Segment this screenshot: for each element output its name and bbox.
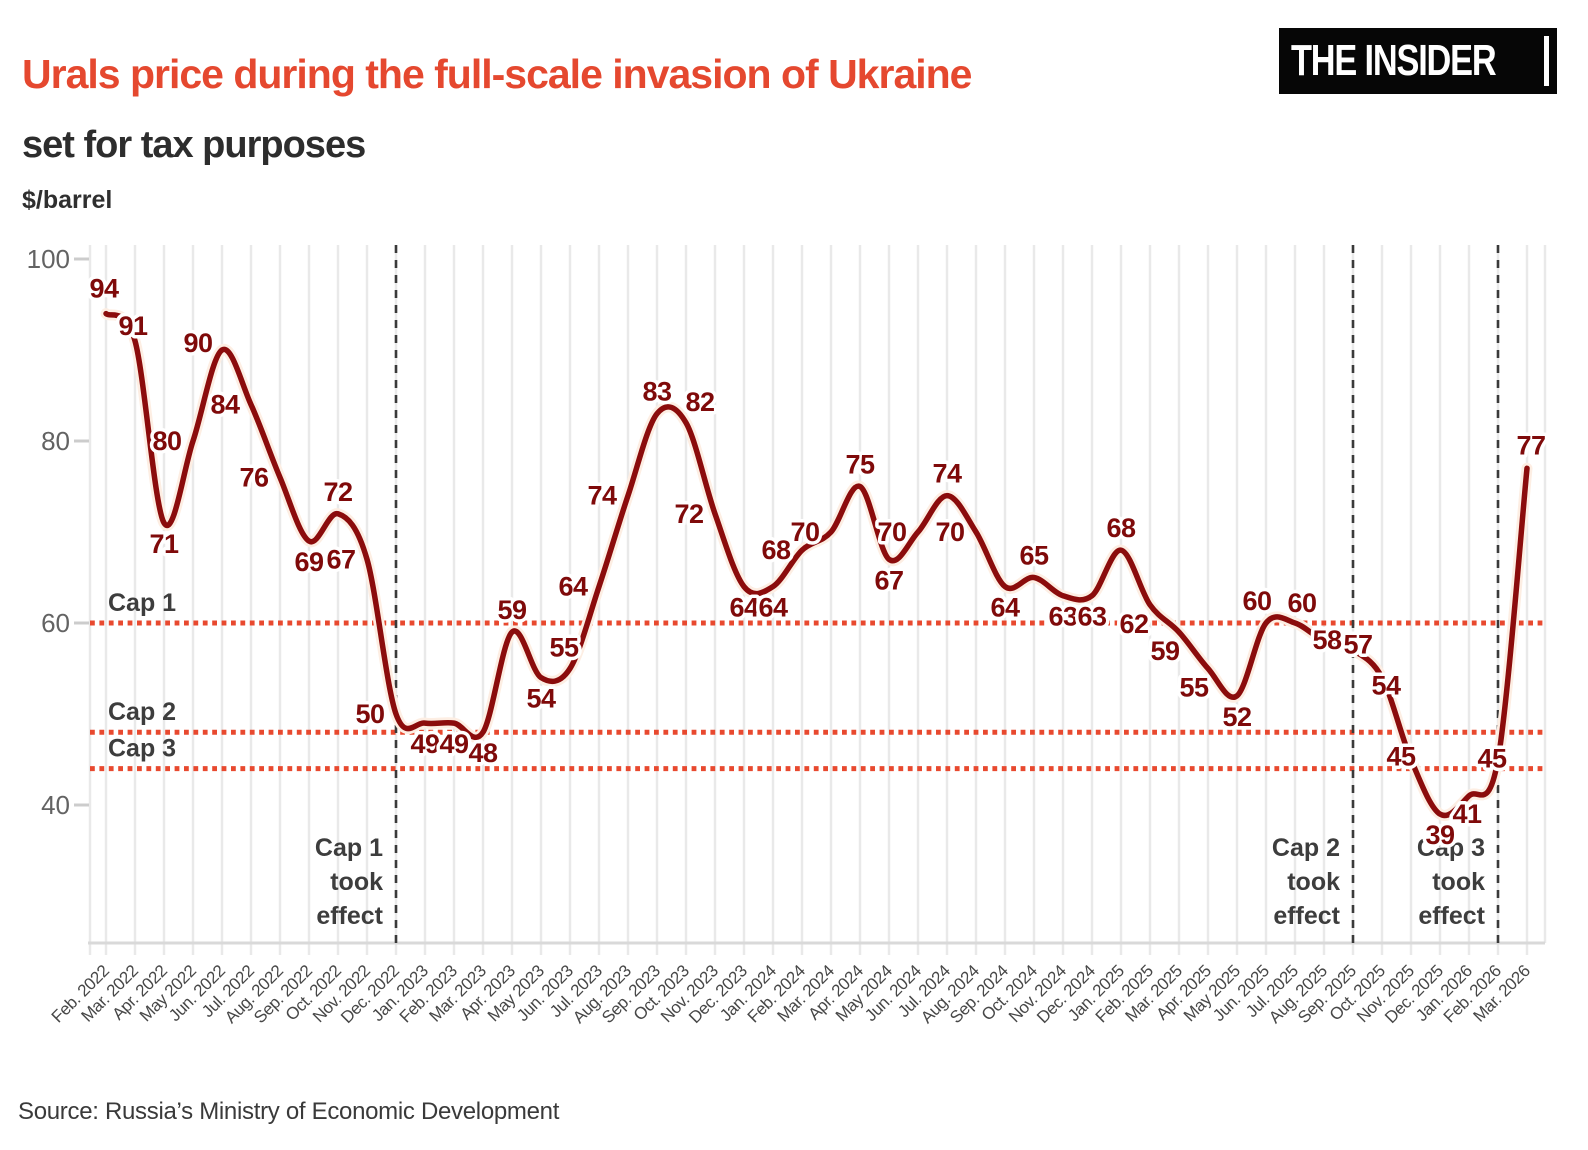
value-label: 62 [1119, 609, 1148, 639]
value-label: 58 [1312, 625, 1342, 655]
value-label: 64 [758, 593, 788, 623]
value-label: 74 [932, 459, 962, 489]
value-label: 90 [183, 328, 212, 358]
value-label: 82 [685, 387, 714, 417]
cap-line-label: Cap 2 [108, 698, 176, 726]
cap-event-annotation: effect [316, 902, 383, 930]
value-label: 49 [439, 729, 469, 759]
cap-event-markers-group: Cap 1 took effect Cap 2 took effect Cap 3 took e… [315, 245, 1500, 947]
price-line [103, 310, 1530, 819]
value-label: 50 [355, 699, 384, 729]
value-label: 91 [118, 311, 148, 341]
value-label: 77 [1516, 430, 1545, 460]
cap-event-annotation: effect [1418, 902, 1485, 930]
value-label: 59 [497, 595, 527, 625]
value-label: 68 [1106, 513, 1136, 543]
price-line-group [100, 308, 1533, 821]
value-label: 84 [210, 390, 240, 420]
value-label: 55 [1179, 673, 1209, 703]
y-tick-label: 100 [27, 244, 70, 274]
cap-event-annotation: took [1287, 868, 1340, 896]
value-label: 63 [1048, 602, 1078, 632]
value-label: 54 [526, 684, 556, 714]
value-label: 57 [1343, 629, 1372, 659]
source-note: Source: Russia’s Ministry of Economic De… [18, 1098, 560, 1125]
value-label: 83 [642, 377, 672, 407]
value-label: 76 [239, 462, 269, 492]
y-tick-label: 40 [41, 790, 70, 820]
cap-event-annotation: took [1432, 868, 1485, 896]
value-label: 48 [468, 738, 498, 768]
value-label: 59 [1150, 636, 1180, 666]
cap-line-label: Cap 3 [108, 735, 176, 763]
value-label: 64 [558, 572, 588, 602]
price-cap-lines-group: Cap 1 Cap 2 Cap 3 [90, 589, 1545, 772]
value-label: 63 [1077, 602, 1107, 632]
y-axis-ticks: 40 60 80 100 [27, 244, 89, 820]
chart-subtitle: set for tax purposes [22, 123, 366, 166]
value-label: 94 [89, 274, 119, 304]
value-label: 64 [729, 593, 759, 623]
cap-event-annotation: effect [1273, 902, 1340, 930]
y-tick-label: 80 [41, 426, 70, 456]
value-label: 74 [587, 481, 617, 511]
value-label: 52 [1222, 702, 1251, 732]
value-label: 49 [410, 729, 440, 759]
value-label: 55 [549, 633, 579, 663]
logo-cursor-bar [1544, 36, 1549, 86]
value-label: 45 [1386, 742, 1416, 772]
cap-event-annotation: took [330, 868, 383, 896]
chart-title: Urals price during the full-scale invasi… [22, 51, 972, 98]
value-label: 60 [1287, 588, 1316, 618]
y-axis-unit-label: $/barrel [22, 186, 113, 214]
value-label: 70 [935, 517, 964, 547]
value-label: 72 [674, 499, 703, 529]
value-label: 67 [874, 565, 903, 595]
value-label: 45 [1477, 744, 1507, 774]
value-label: 60 [1242, 586, 1271, 616]
value-label: 80 [152, 426, 181, 456]
cap-event-annotation: Cap 2 [1272, 834, 1340, 862]
cap-event-annotation: Cap 3 [1417, 834, 1485, 862]
value-label: 39 [1425, 820, 1455, 850]
value-label: 70 [790, 517, 819, 547]
y-tick-label: 60 [41, 608, 70, 638]
cap-line-label: Cap 1 [108, 589, 176, 617]
value-label: 68 [761, 535, 791, 565]
value-label: 54 [1371, 671, 1401, 701]
value-label: 75 [845, 450, 875, 480]
value-label: 70 [877, 517, 906, 547]
the-insider-logo: THE INSIDER [1279, 28, 1557, 94]
logo-text: THE INSIDER [1291, 36, 1497, 85]
value-label: 72 [323, 477, 352, 507]
value-label: 69 [294, 547, 324, 577]
value-label: 71 [149, 529, 179, 559]
value-label: 67 [326, 544, 355, 574]
value-label: 64 [990, 593, 1020, 623]
value-label: 41 [1452, 799, 1482, 829]
value-label: 65 [1019, 541, 1049, 571]
cap-event-annotation: Cap 1 [315, 834, 383, 862]
